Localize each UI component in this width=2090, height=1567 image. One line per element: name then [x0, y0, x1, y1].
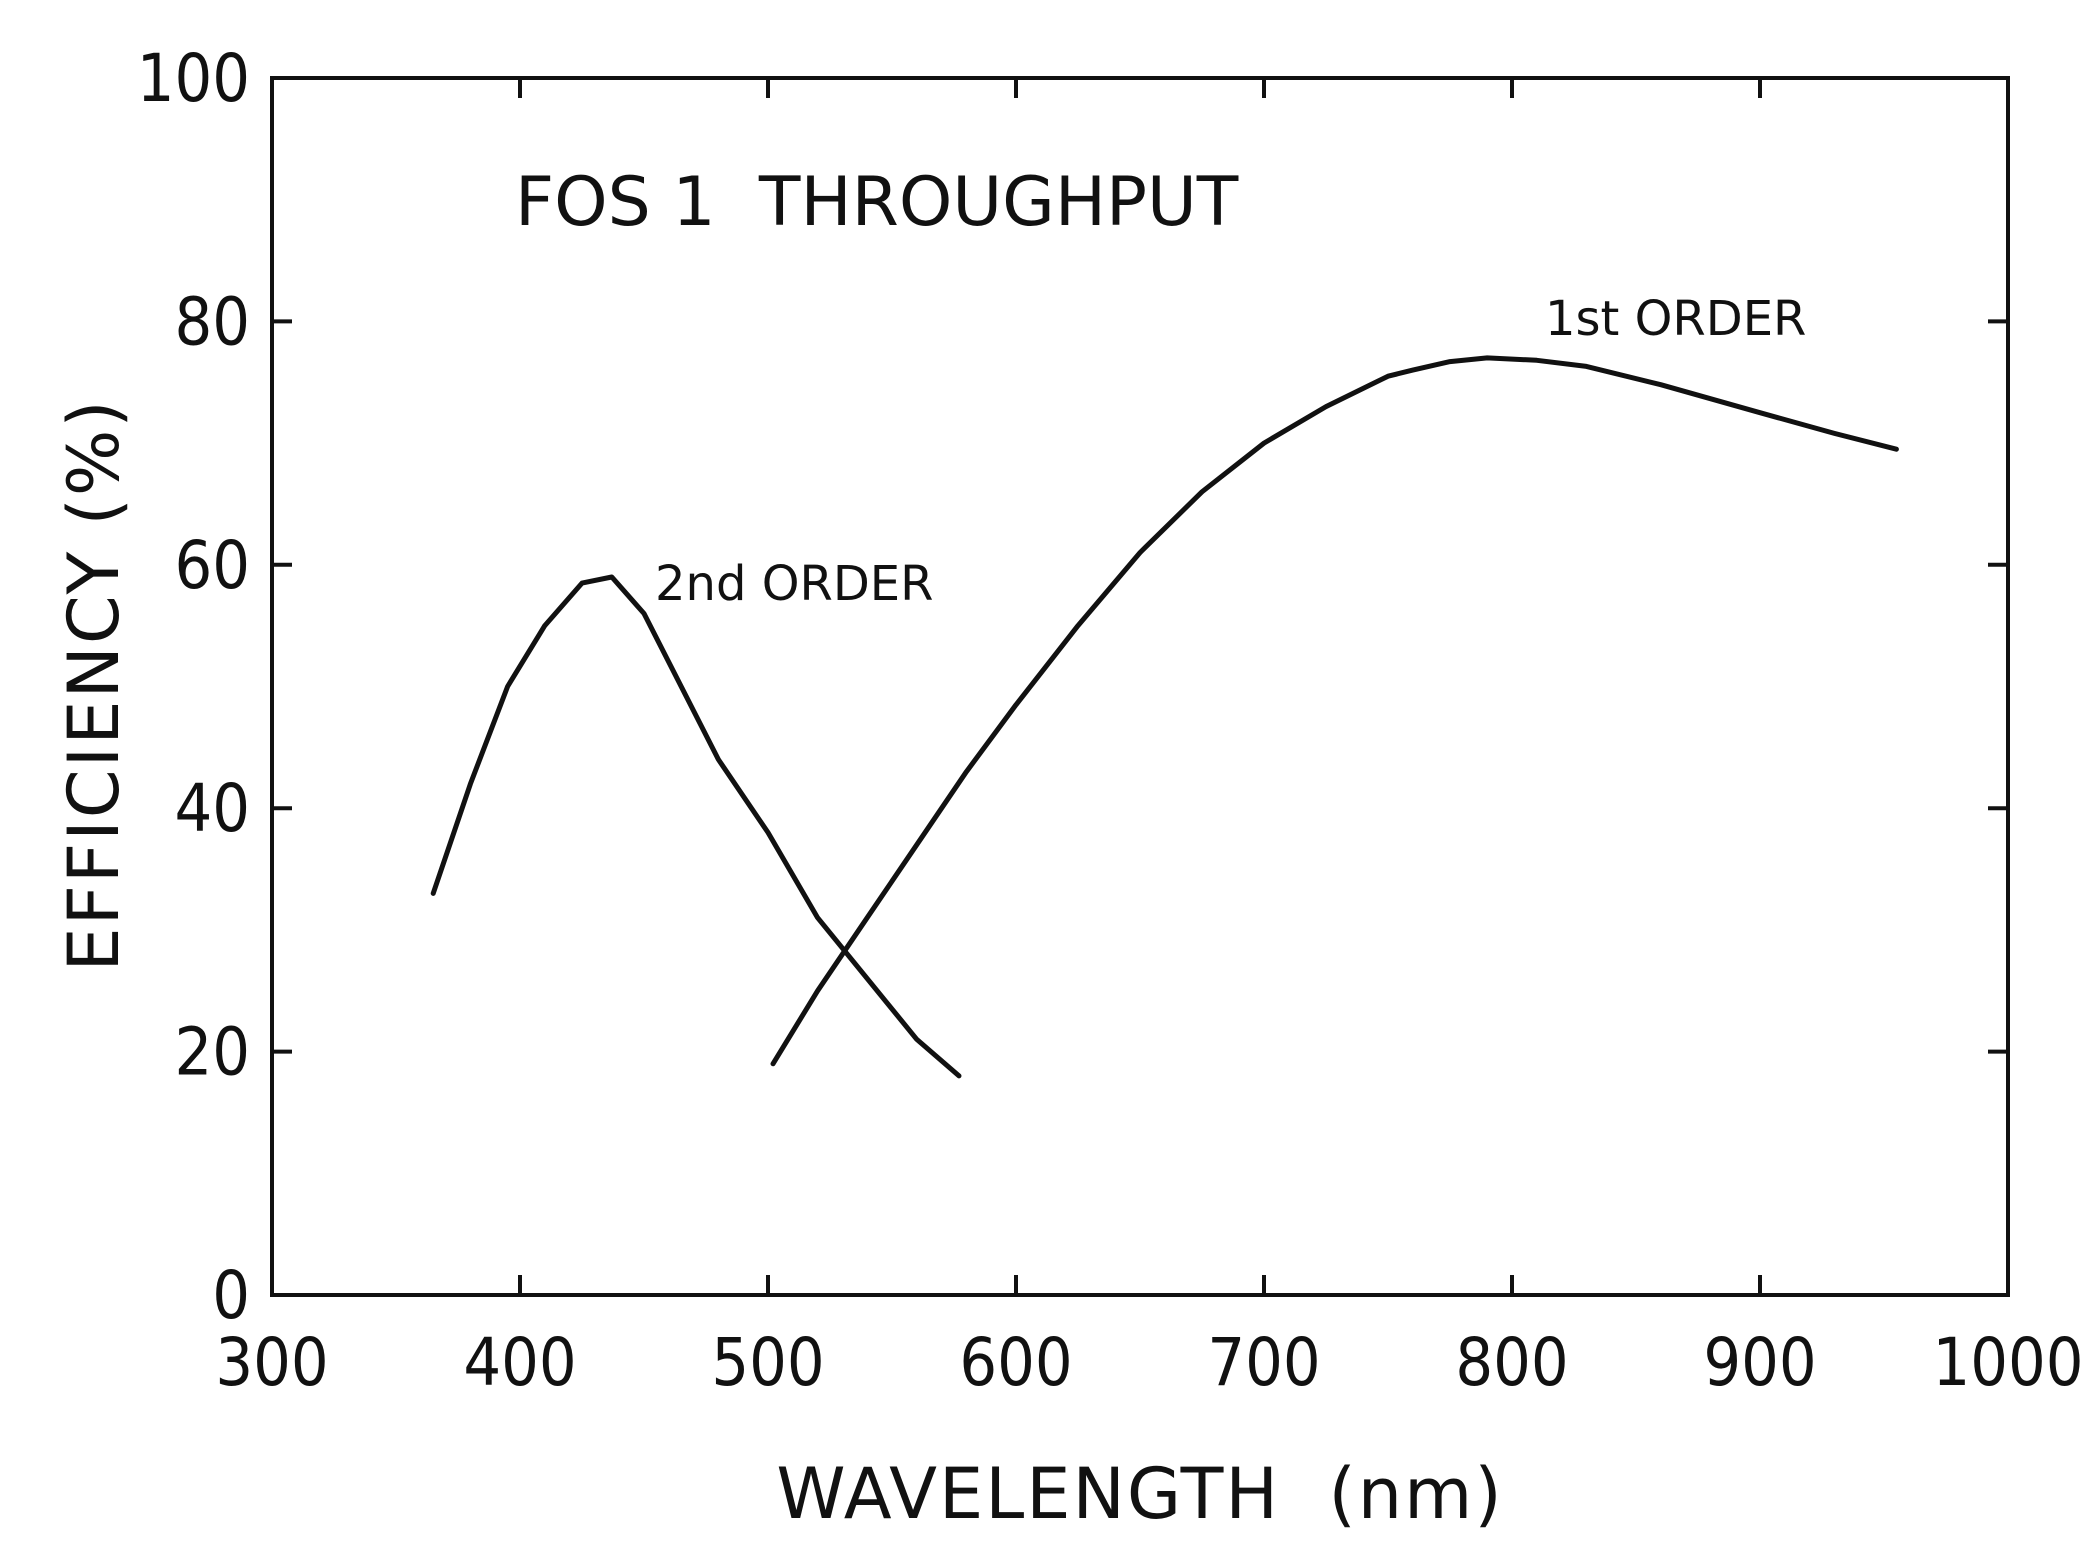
axis-ticks — [272, 78, 2008, 1295]
y-tick-label: 0 — [212, 1257, 250, 1334]
y-tick-label: 20 — [174, 1014, 250, 1091]
series-label-2: 1st ORDER — [1545, 291, 1806, 347]
x-axis-title: WAVELENGTH (nm) — [776, 1453, 1503, 1535]
plot-frame — [270, 76, 2010, 1297]
y-tick-label: 60 — [174, 527, 250, 604]
series-label-1: 2nd ORDER — [655, 556, 933, 612]
series-line-1 — [430, 574, 962, 1079]
x-tick-label: 400 — [463, 1324, 576, 1401]
x-tick-label: 700 — [1207, 1324, 1320, 1401]
chart-title: FOS 1 THROUGHPUT — [515, 163, 1239, 242]
x-tick-label: 1000 — [1932, 1324, 2083, 1401]
y-tick-label: 40 — [174, 770, 250, 847]
plot-frame-group — [270, 76, 2010, 1297]
x-tick-label: 800 — [1455, 1324, 1568, 1401]
x-tick-label: 500 — [711, 1324, 824, 1401]
x-tick-label: 600 — [959, 1324, 1072, 1401]
axis-tick-labels: 300 400 500 600 700 800 900 1000 0 20 40 60 80 100 — [137, 40, 2084, 1401]
data-series — [430, 355, 1899, 1079]
y-tick-label: 100 — [137, 40, 250, 117]
series-labels: 2nd ORDER 1st ORDER — [655, 291, 1806, 612]
series-line-2 — [770, 355, 1899, 1067]
y-axis-title: EFFICIENCY (%) — [53, 398, 135, 971]
x-tick-label: 300 — [215, 1324, 328, 1401]
y-tick-label: 80 — [174, 283, 250, 360]
x-tick-label: 900 — [1703, 1324, 1816, 1401]
